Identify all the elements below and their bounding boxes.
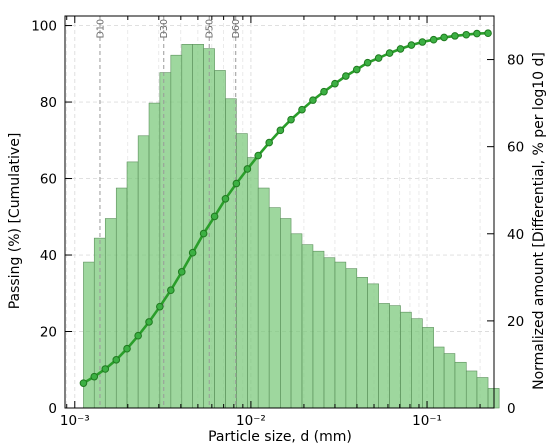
histogram-bar: [378, 303, 390, 409]
cumulative-point: [440, 33, 448, 42]
histogram-bar: [257, 187, 270, 409]
reference-label: D50: [205, 19, 216, 38]
histogram-bar: [126, 161, 139, 409]
histogram-bar: [280, 218, 292, 409]
cumulative-point: [210, 212, 219, 221]
reference-label: D30: [159, 19, 170, 38]
cumulative-point: [221, 195, 230, 203]
histogram-bar: [301, 244, 314, 409]
cumulative-series: [79, 29, 492, 387]
y-axis-label: Passing (%) [Cumulative]: [7, 133, 23, 310]
y-tick-label: 100: [31, 19, 57, 35]
cumulative-point: [112, 356, 121, 364]
cumulative-point: [352, 65, 361, 74]
histogram-bar: [389, 305, 401, 409]
cumulative-point: [407, 41, 416, 49]
bar-series: [83, 44, 500, 409]
cumulative-point: [167, 286, 175, 295]
reference-label: D60: [231, 19, 242, 38]
histogram-bar: [290, 233, 303, 409]
x-tick-label: 10⁻¹: [412, 413, 442, 429]
histogram-bar: [476, 377, 489, 409]
cumulative-point: [429, 35, 438, 44]
histogram-bar: [433, 346, 445, 409]
axes: 10⁻³ 10⁻² 10⁻¹ 0 20 40 60 80 100 0 20 40 60 80: [31, 15, 524, 429]
histogram-bar: [214, 70, 226, 409]
cumulative-point: [265, 138, 273, 147]
cumulative-point: [177, 268, 186, 276]
histogram-bar: [465, 370, 478, 409]
cumulative-point: [145, 318, 153, 326]
histogram-bar: [148, 102, 161, 409]
y-tick-label: 80: [40, 95, 57, 111]
cumulative-point: [90, 372, 99, 381]
cumulative-point: [320, 87, 328, 96]
histogram-bar: [192, 44, 204, 409]
histogram-bar: [345, 268, 358, 409]
histogram-bar: [422, 327, 434, 409]
histogram-bar: [247, 157, 259, 409]
histogram-bar: [104, 218, 117, 409]
cumulative-point: [199, 229, 208, 238]
cumulative-point: [374, 54, 383, 62]
cumulative-point: [276, 126, 285, 135]
histogram-bar: [225, 98, 237, 409]
cumulative-point: [363, 58, 372, 67]
y-tick-label: 20: [40, 325, 57, 341]
y2-tick-label: 40: [507, 227, 524, 243]
y2-tick-label: 0: [507, 401, 516, 417]
cumulative-point: [451, 32, 459, 40]
histogram-bar: [400, 311, 412, 409]
x-tick-label: 10⁻³: [60, 413, 90, 429]
cumulative-point: [462, 30, 471, 39]
histogram-bar: [356, 277, 368, 409]
y-tick-label: 40: [40, 248, 57, 264]
histogram-bar: [115, 187, 128, 409]
cumulative-point: [309, 96, 317, 104]
y2-tick-label: 20: [507, 314, 524, 330]
histogram-bar: [411, 318, 423, 409]
plot-frame: [64, 15, 495, 409]
histogram-bar: [367, 283, 379, 409]
y-tick-label: 0: [48, 401, 57, 417]
cumulative-point: [79, 379, 88, 387]
histogram-bar: [454, 361, 467, 409]
y2-tick-label: 80: [507, 53, 524, 69]
cumulative-point: [385, 49, 394, 57]
cumulative-point: [484, 29, 492, 38]
histogram-bar: [268, 207, 281, 409]
y-tick-label: 60: [40, 172, 57, 188]
cumulative-point: [254, 151, 262, 160]
cumulative-point: [134, 331, 142, 340]
histogram-bar: [443, 353, 456, 409]
histogram-bar: [181, 44, 193, 409]
x-axis-label: Particle size, d (mm): [208, 429, 352, 445]
y2-tick-label: 60: [507, 140, 524, 156]
cumulative-point: [331, 79, 339, 88]
cumulative-point: [396, 45, 405, 53]
cumulative-point: [232, 179, 241, 188]
cumulative-point: [473, 29, 481, 38]
histogram-bar: [159, 72, 172, 409]
reference-label: D10: [95, 19, 106, 38]
cumulative-point: [156, 302, 164, 311]
reference-lines: D10 D30 D50 D60: [95, 16, 242, 408]
cumulative-point: [298, 105, 306, 114]
histogram-bar: [312, 250, 325, 409]
cumulative-point: [188, 248, 197, 257]
cumulative-point: [342, 72, 350, 80]
cumulative-point: [101, 365, 110, 373]
histogram-bar: [334, 261, 347, 409]
histogram-bar: [170, 54, 183, 409]
cumulative-point: [418, 38, 427, 46]
histogram-bar: [137, 135, 150, 409]
histogram-bar: [323, 257, 336, 409]
cumulative-point: [287, 115, 295, 124]
cumulative-point: [243, 165, 252, 173]
cumulative-point: [123, 344, 131, 353]
y2-axis-label: Normalized amount [Differential, % per l…: [531, 52, 547, 390]
x-tick-label: 10⁻²: [236, 413, 266, 429]
